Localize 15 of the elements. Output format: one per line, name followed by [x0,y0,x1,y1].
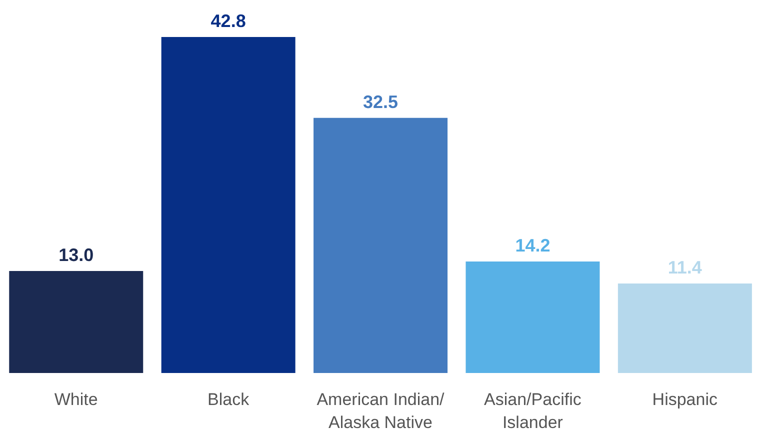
bar [314,118,448,373]
bar [466,262,600,373]
x-tick-label: White [54,390,98,409]
data-label: 11.4 [668,258,702,278]
x-tick-label: Hispanic [652,390,718,409]
bar [9,270,144,373]
x-tick-label: American Indian/ Alaska Native [316,390,445,430]
data-label: 42.8 [210,11,246,31]
data-label: 13.0 [58,244,94,265]
bar [161,37,296,373]
data-label: 32.5 [363,92,398,112]
data-label: 14.2 [515,236,550,256]
x-tick-label: Asian/Pacific Islander [484,390,582,430]
bar [618,284,752,373]
x-tick-label: Black [208,390,250,409]
